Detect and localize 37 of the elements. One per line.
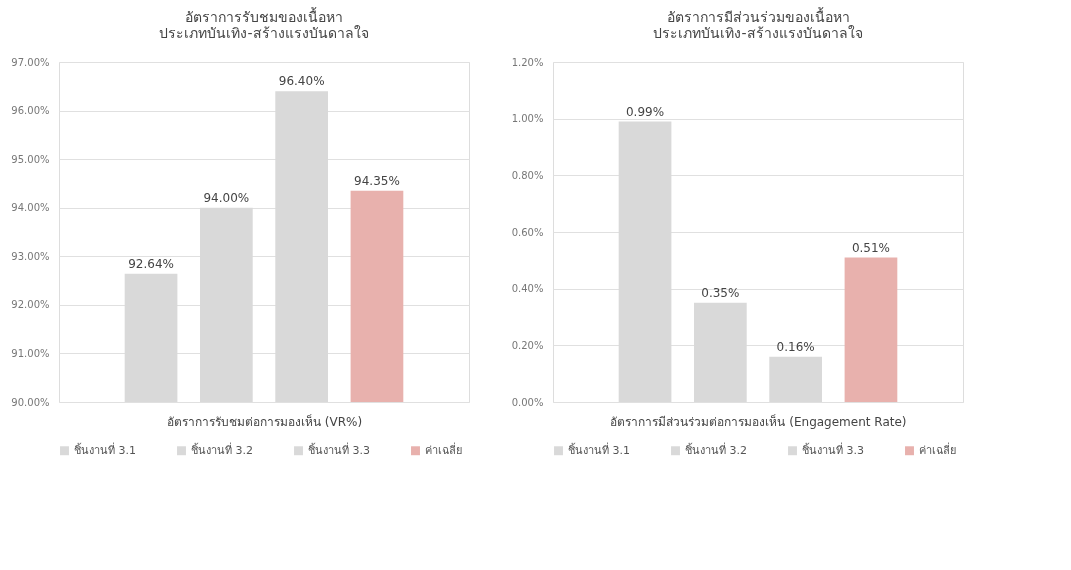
data-label: 0.35% xyxy=(701,285,740,300)
y-tick-label: 0.20% xyxy=(511,339,544,351)
legend-label: ชิ้นงานที่ 3.3 xyxy=(308,441,370,457)
y-tick-label: 90.00% xyxy=(11,396,50,408)
legend-label: ชิ้นงานที่ 3.1 xyxy=(568,441,630,457)
y-tick-label: 0.40% xyxy=(511,283,544,295)
y-tick-label: 92.00% xyxy=(11,299,50,311)
y-tick-label: 0.80% xyxy=(511,169,544,181)
legend-label: ค่าเฉลี่ย xyxy=(425,441,462,457)
y-tick-label: 91.00% xyxy=(11,347,50,359)
x-axis-title: อัตราการมีส่วนร่วมต่อการมองเห็น (Engagement Rate) xyxy=(610,413,907,429)
y-tick-label: 95.00% xyxy=(11,153,50,165)
data-label: 92.64% xyxy=(128,256,174,271)
legend-label: ชิ้นงานที่ 3.3 xyxy=(802,441,864,457)
y-tick-label: 0.00% xyxy=(511,396,544,408)
bar xyxy=(769,356,823,402)
chart-title: อัตราการมีส่วนร่วมของเนื้อหา ประเภทบันเทิง-สร้างแรงบันดาลใจ xyxy=(653,7,863,41)
legend-label: ชิ้นงานที่ 3.2 xyxy=(685,441,747,457)
y-tick-label: 1.20% xyxy=(511,56,544,68)
y-tick-label: 94.00% xyxy=(11,202,50,214)
y-tick-label: 0.60% xyxy=(511,226,544,238)
y-tick-label: 1.00% xyxy=(511,113,544,125)
chart-title: อัตราการรับชมของเนื้อหา ประเภทบันเทิง-สร้างแรงบันดาลใจ xyxy=(159,7,369,41)
legend-label: ค่าเฉลี่ย xyxy=(919,441,956,457)
data-label: 96.40% xyxy=(278,74,325,89)
data-label: 94.35% xyxy=(354,173,400,188)
x-axis-title: อัตราการรับชมต่อการมองเห็น (VR%) xyxy=(166,413,363,429)
y-tick-label: 96.00% xyxy=(11,105,50,117)
data-label: 0.99% xyxy=(625,104,665,119)
y-tick-label: 93.00% xyxy=(11,250,50,262)
legend-label: ชิ้นงานที่ 3.1 xyxy=(74,441,136,457)
data-label: 0.51% xyxy=(851,240,891,255)
data-label: 94.00% xyxy=(203,190,250,205)
legend-label: ชิ้นงานที่ 3.2 xyxy=(191,441,253,457)
data-label: 0.16% xyxy=(776,339,815,354)
y-tick-label: 97.00% xyxy=(11,56,50,68)
bar xyxy=(844,257,898,402)
